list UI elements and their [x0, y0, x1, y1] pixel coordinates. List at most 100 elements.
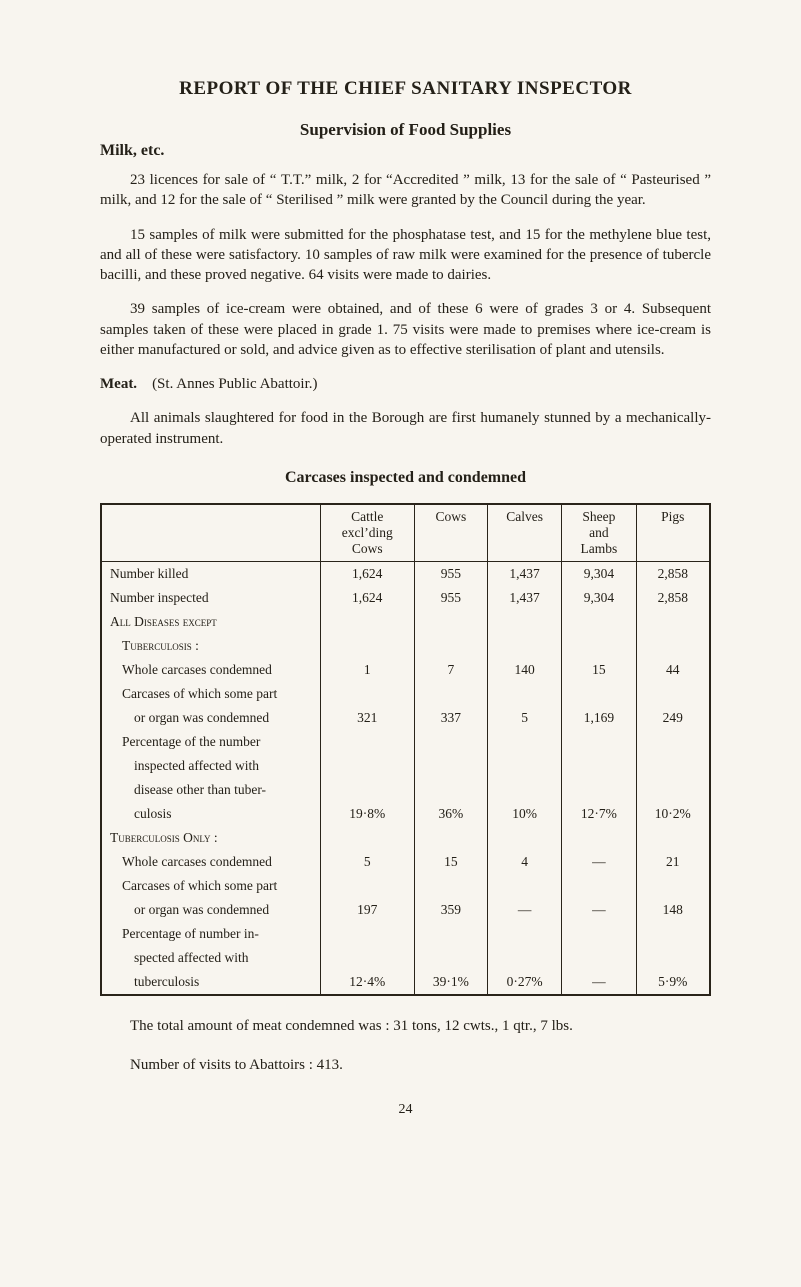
table-cell [320, 946, 414, 970]
table-cell [562, 634, 636, 658]
table-cell: 955 [414, 561, 487, 586]
table-cell: 7 [414, 658, 487, 682]
row-label: inspected affected with [101, 754, 320, 778]
row-label: Tuberculosis : [101, 634, 320, 658]
table-row: Whole carcases condemned5154—21 [101, 850, 710, 874]
paragraph-4: All animals slaughtered for food in the … [100, 408, 711, 449]
table-cell [636, 754, 710, 778]
table-heading: Carcases inspected and condemned [100, 469, 711, 487]
table-row: Tuberculosis Only : [101, 826, 710, 850]
table-row: Percentage of number in- [101, 922, 710, 946]
table-row: Tuberculosis : [101, 634, 710, 658]
table-cell: 5 [487, 706, 561, 730]
section-heading: Supervision of Food Supplies [100, 120, 711, 140]
table-cell: 21 [636, 850, 710, 874]
table-cell [414, 610, 487, 634]
table-cell [414, 922, 487, 946]
table-cell [487, 826, 561, 850]
row-label: or organ was condemned [101, 898, 320, 922]
table-cell: 148 [636, 898, 710, 922]
table-cell: 1 [320, 658, 414, 682]
table-cell: 9,304 [562, 561, 636, 586]
table-cell: 2,858 [636, 561, 710, 586]
table-cell [320, 922, 414, 946]
table-row: spected affected with [101, 946, 710, 970]
table-row: inspected affected with [101, 754, 710, 778]
table-cell [562, 778, 636, 802]
table-cell [636, 682, 710, 706]
table-cell [320, 634, 414, 658]
table-cell [414, 682, 487, 706]
table-header-cell: Pigs [636, 504, 710, 562]
table-cell [487, 874, 561, 898]
table-header-cell: Sheep and Lambs [562, 504, 636, 562]
table-cell: 2,858 [636, 586, 710, 610]
table-cell: 1,169 [562, 706, 636, 730]
table-cell [487, 634, 561, 658]
meat-heading-line: Meat. (St. Annes Public Abattoir.) [100, 374, 711, 394]
table-header-cell: Cattle excl’ding Cows [320, 504, 414, 562]
table-cell [636, 874, 710, 898]
table-cell [636, 946, 710, 970]
table-cell [562, 826, 636, 850]
table-cell: 10% [487, 802, 561, 826]
meat-parenthetical: (St. Annes Public Abattoir.) [152, 376, 317, 392]
table-cell: 5 [320, 850, 414, 874]
table-row: Carcases of which some part [101, 682, 710, 706]
table-row: tuberculosis12·4%39·1%0·27%—5·9% [101, 970, 710, 995]
table-cell [320, 874, 414, 898]
document-page: REPORT OF THE CHIEF SANITARY INSPECTOR S… [0, 0, 801, 1287]
table-cell [636, 922, 710, 946]
table-cell [487, 778, 561, 802]
table-row: or organ was condemned32133751,169249 [101, 706, 710, 730]
paragraph-2: 15 samples of milk were submitted for th… [100, 225, 711, 286]
table-cell [414, 730, 487, 754]
row-label: Number killed [101, 561, 320, 586]
table-row: Whole carcases condemned171401544 [101, 658, 710, 682]
row-label: spected affected with [101, 946, 320, 970]
table-header: Cattle excl’ding CowsCowsCalvesSheep and… [101, 504, 710, 562]
row-label: tuberculosis [101, 970, 320, 995]
table-header-cell [101, 504, 320, 562]
table-cell: 9,304 [562, 586, 636, 610]
table-cell [414, 634, 487, 658]
table-cell [414, 754, 487, 778]
meat-heading: Meat. [100, 376, 137, 392]
table-cell: — [562, 850, 636, 874]
row-label: Number inspected [101, 586, 320, 610]
table-cell [487, 682, 561, 706]
table-cell: 5·9% [636, 970, 710, 995]
table-cell [562, 946, 636, 970]
table-body: Number killed1,6249551,4379,3042,858Numb… [101, 561, 710, 995]
table-cell [320, 754, 414, 778]
table-cell [487, 922, 561, 946]
row-label: Whole carcases condemned [101, 658, 320, 682]
table-cell: 12·7% [562, 802, 636, 826]
table-cell: 197 [320, 898, 414, 922]
table-cell: 249 [636, 706, 710, 730]
report-title: REPORT OF THE CHIEF SANITARY INSPECTOR [100, 78, 711, 100]
table-row: Number killed1,6249551,4379,3042,858 [101, 561, 710, 586]
table-cell [320, 610, 414, 634]
table-cell [414, 778, 487, 802]
table-row: or organ was condemned197359——148 [101, 898, 710, 922]
table-cell [320, 826, 414, 850]
row-label: All Diseases except [101, 610, 320, 634]
table-cell [636, 826, 710, 850]
page-number: 24 [100, 1102, 711, 1118]
table-header-cell: Cows [414, 504, 487, 562]
row-label: culosis [101, 802, 320, 826]
table-header-cell: Calves [487, 504, 561, 562]
table-cell [487, 610, 561, 634]
table-row: Carcases of which some part [101, 874, 710, 898]
table-cell [636, 634, 710, 658]
row-label: Carcases of which some part [101, 682, 320, 706]
table-cell: 19·8% [320, 802, 414, 826]
milk-heading: Milk, etc. [100, 142, 711, 160]
table-cell [562, 754, 636, 778]
table-cell [320, 778, 414, 802]
table-cell [636, 730, 710, 754]
table-cell: 1,437 [487, 561, 561, 586]
table-cell [636, 778, 710, 802]
table-cell: 337 [414, 706, 487, 730]
